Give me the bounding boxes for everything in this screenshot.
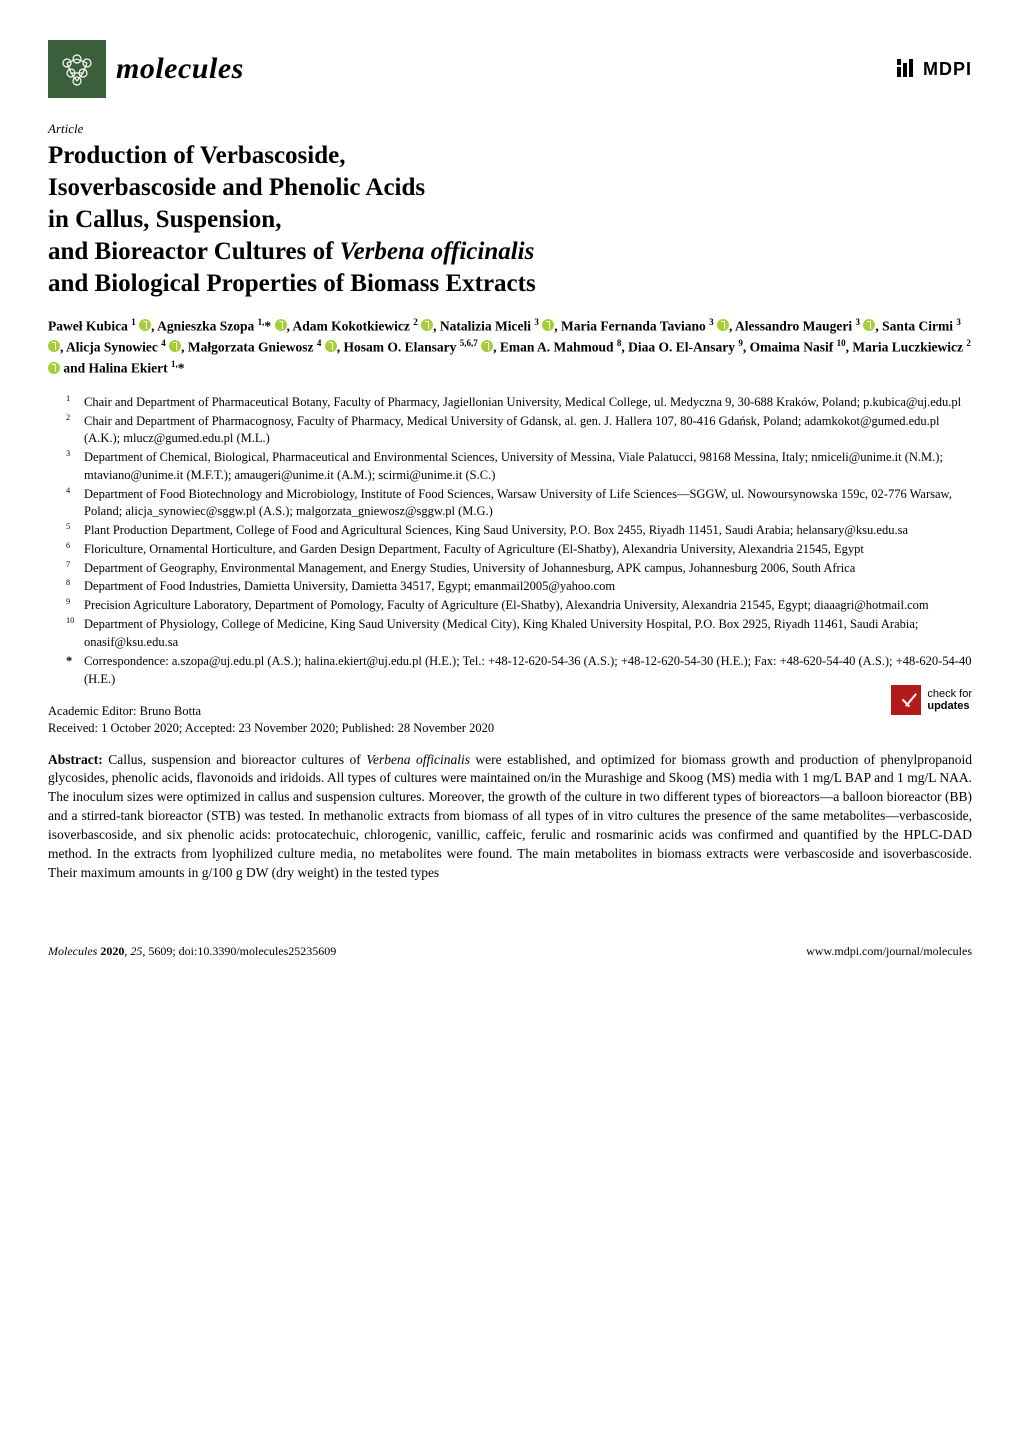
affiliation-number: 4 [66, 485, 84, 521]
affiliation-row: 4Department of Food Biotechnology and Mi… [66, 486, 972, 522]
affiliation-text: Department of Physiology, College of Med… [84, 616, 972, 652]
affiliations: 1Chair and Department of Pharmaceutical … [66, 394, 972, 652]
journal-logo-icon [48, 40, 106, 98]
orcid-icon [421, 319, 433, 331]
affiliation-number: 6 [66, 540, 84, 558]
journal-logo-block: molecules [48, 40, 244, 98]
orcid-icon [48, 362, 60, 374]
affiliation-row: 10Department of Physiology, College of M… [66, 616, 972, 652]
publisher-name: MDPI [923, 57, 972, 81]
author-list: Paweł Kubica 1 , Agnieszka Szopa 1,* , A… [48, 316, 972, 380]
affiliation-text: Precision Agriculture Laboratory, Depart… [84, 597, 972, 615]
publisher-logo: MDPI [895, 57, 972, 81]
affiliation-text: Floriculture, Ornamental Horticulture, a… [84, 541, 972, 559]
affiliation-text: Department of Geography, Environmental M… [84, 560, 972, 578]
updates-line2: updates [927, 700, 972, 712]
page-footer: Molecules 2020, 25, 5609; doi:10.3390/mo… [48, 943, 972, 959]
orcid-icon [481, 340, 493, 352]
footer-left: Molecules 2020, 25, 5609; doi:10.3390/mo… [48, 943, 336, 959]
affiliation-number: 1 [66, 393, 84, 411]
affiliation-number: 7 [66, 559, 84, 577]
orcid-icon [169, 340, 181, 352]
affiliation-text: Department of Chemical, Biological, Phar… [84, 449, 972, 485]
publication-dates: Received: 1 October 2020; Accepted: 23 N… [48, 720, 972, 737]
affiliation-text: Chair and Department of Pharmacognosy, F… [84, 413, 972, 449]
article-title: Production of Verbascoside,Isoverbascosi… [48, 140, 972, 300]
correspondence-star-icon: * [66, 653, 84, 689]
abstract-label: Abstract: [48, 752, 103, 767]
affiliation-row: 6Floriculture, Ornamental Horticulture, … [66, 541, 972, 559]
affiliation-row: 3Department of Chemical, Biological, Pha… [66, 449, 972, 485]
orcid-icon [863, 319, 875, 331]
journal-name: molecules [116, 49, 244, 90]
affiliation-number: 10 [66, 615, 84, 651]
orcid-icon [717, 319, 729, 331]
footer-right: www.mdpi.com/journal/molecules [806, 943, 972, 959]
orcid-icon [542, 319, 554, 331]
affiliation-text: Department of Food Industries, Damietta … [84, 578, 972, 596]
abstract: Abstract: Callus, suspension and bioreac… [48, 751, 972, 883]
affiliation-row: 2Chair and Department of Pharmacognosy, … [66, 413, 972, 449]
academic-editor: Academic Editor: Bruno Botta [48, 703, 972, 720]
correspondence: * Correspondence: a.szopa@uj.edu.pl (A.S… [66, 653, 972, 689]
orcid-icon [325, 340, 337, 352]
affiliation-text: Department of Food Biotechnology and Mic… [84, 486, 972, 522]
orcid-icon [275, 319, 287, 331]
affiliation-number: 5 [66, 521, 84, 539]
article-type: Article [48, 120, 972, 138]
header: molecules MDPI [48, 40, 972, 98]
affiliation-number: 9 [66, 596, 84, 614]
check-for-updates-icon [891, 685, 921, 715]
affiliation-number: 8 [66, 577, 84, 595]
orcid-icon [139, 319, 151, 331]
orcid-icon [48, 340, 60, 352]
abstract-body: Callus, suspension and bioreactor cultur… [48, 752, 972, 880]
mdpi-icon [895, 57, 919, 81]
updates-line1: check for [927, 688, 972, 700]
affiliation-row: 8Department of Food Industries, Damietta… [66, 578, 972, 596]
affiliation-number: 2 [66, 412, 84, 448]
affiliation-row: 9Precision Agriculture Laboratory, Depar… [66, 597, 972, 615]
affiliation-number: 3 [66, 448, 84, 484]
affiliation-row: 5Plant Production Department, College of… [66, 522, 972, 540]
affiliation-row: 1Chair and Department of Pharmaceutical … [66, 394, 972, 412]
check-for-updates-badge[interactable]: check for updates [891, 685, 972, 715]
affiliation-text: Chair and Department of Pharmaceutical B… [84, 394, 972, 412]
affiliation-text: Plant Production Department, College of … [84, 522, 972, 540]
affiliation-row: 7Department of Geography, Environmental … [66, 560, 972, 578]
correspondence-text: Correspondence: a.szopa@uj.edu.pl (A.S.)… [84, 653, 972, 689]
